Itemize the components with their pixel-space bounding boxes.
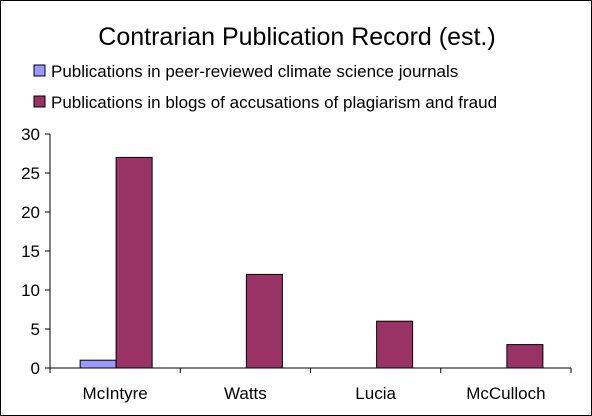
legend: Publications in peer-reviewed climate sc… bbox=[33, 62, 497, 112]
y-tick-label: 0 bbox=[31, 359, 40, 378]
x-category-label: McCulloch bbox=[466, 384, 545, 403]
legend-swatch-series-2 bbox=[33, 95, 46, 108]
x-category-label: Watts bbox=[224, 384, 267, 403]
bar-watts-series-2 bbox=[245, 273, 283, 369]
y-tick-label: 30 bbox=[21, 125, 40, 144]
y-tick-label: 25 bbox=[21, 164, 40, 183]
bar-mcculloch-series-2 bbox=[506, 344, 544, 369]
legend-label-series-2: Publications in blogs of accusations of … bbox=[51, 93, 497, 112]
legend-label-series-1: Publications in peer-reviewed climate sc… bbox=[51, 62, 458, 81]
x-category-label: McIntyre bbox=[83, 384, 148, 403]
y-tick-label: 20 bbox=[21, 203, 40, 222]
x-category-label: Lucia bbox=[355, 384, 396, 403]
bar-mcintyre-series-2 bbox=[115, 156, 153, 369]
bar-mcintyre-series-1 bbox=[79, 359, 117, 369]
legend-swatch-series-1 bbox=[33, 64, 46, 77]
plot-area: 0 5 10 15 20 25 30 McIntyre Watts Lucia McCulloch bbox=[21, 125, 572, 403]
chart-title: Contrarian Publication Record (est.) bbox=[98, 23, 495, 51]
y-tick-label: 5 bbox=[31, 320, 40, 339]
y-tick-label: 10 bbox=[21, 281, 40, 300]
y-tick-label: 15 bbox=[21, 242, 40, 261]
bar-lucia-series-2 bbox=[376, 320, 414, 369]
